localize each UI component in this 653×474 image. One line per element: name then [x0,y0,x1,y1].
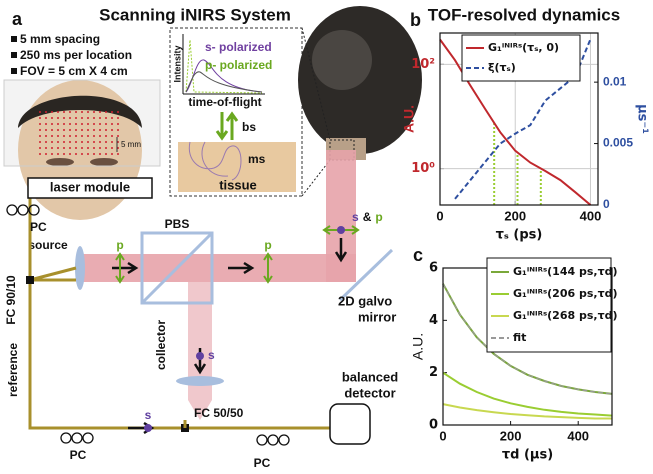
pc-label: PC [30,220,47,234]
zoom-line [302,160,330,196]
x-axis-label: τd (μs) [502,448,553,463]
y-axis-label: A.U. [410,333,426,360]
legend-label: ξ(τₛ) [488,61,516,74]
bullet [11,68,17,74]
detector-label: detector [344,385,395,400]
detector-label: balanced [342,369,398,384]
panel-title: Scanning iNIRS System [99,5,291,24]
x-tick-label: 200 [500,428,522,443]
galvo-label: mirror [358,309,396,324]
s-dot [337,226,345,234]
y-tick-label: 6 [429,261,438,276]
figure: a Scanning iNIRS System 5 mm spacing 250… [0,0,653,474]
x-tick-label: 400 [580,208,602,223]
y-tick-label: 10⁰ [411,161,435,176]
y2-axis-label: μs⁻¹ [635,104,650,134]
lens [75,246,85,290]
x-tick-label: 0 [439,428,446,443]
inset-s-label: s- polarized [205,40,272,54]
x-tick-label: 0 [436,208,443,223]
panel-label: a [12,9,23,29]
collector-label: collector [154,320,168,370]
inset-p-label: p- polarized [205,58,272,72]
inset-bs: bs [242,120,256,134]
inset-tissue: tissue [219,177,257,192]
x-tick-label: 200 [504,208,526,223]
laser-label: laser module [50,179,130,194]
y-tick-label: 0 [429,418,438,433]
scale-label: 5 mm [121,140,141,149]
p-label: p [264,238,271,252]
y-tick-label: 4 [429,313,438,328]
panel-label: b [410,10,421,30]
galvo-label: 2D galvo [338,293,392,308]
y2-tick-label: 0 [603,197,610,211]
fc-label: FC 90/10 [4,275,18,325]
chart-title: TOF-resolved dynamics [428,5,620,24]
head-photo [298,6,422,160]
s-dot [144,424,152,432]
legend-label: G₁ⁱᴺᴵᴿˢ(τₛ, 0) [488,41,559,54]
legend-label: G₁ⁱᴺᴵᴿˢ(268 ps,τd) [513,309,618,322]
p-label: p [116,238,123,252]
detector [330,404,370,444]
coupler [26,276,34,284]
legend-label: G₁ⁱᴺᴵᴿˢ(144 ps,τd) [513,265,618,278]
legend-label: fit [513,331,526,344]
s-label: s [352,210,359,224]
y2-tick-label: 0.01 [603,74,627,88]
fc-label: FC 50/50 [194,406,244,420]
x-axis-label: τₛ (ps) [496,228,543,243]
y2-tick-label: 0.005 [603,136,633,150]
fiber [30,268,76,280]
y-tick-label: 2 [429,365,438,380]
panel-label: c [413,245,423,265]
bullet-text: 5 mm spacing [20,32,100,46]
bullet-text: 250 ms per location [20,48,132,62]
inset-ms: ms [248,152,266,166]
s-dot [196,352,204,360]
bullet [11,36,17,42]
reference-label: reference [6,343,20,397]
inset-y-label: Intensity [172,45,182,82]
x-tick-label: 400 [567,428,589,443]
pc-label: PC [254,456,271,470]
lens [176,376,224,386]
pbs-label: PBS [165,217,190,231]
y-axis-label: A.U. [401,105,417,133]
legend-label: G₁ⁱᴺᴵᴿˢ(206 ps,τd) [513,287,618,300]
bullet [11,52,17,58]
s-and-p: s&p [352,210,383,224]
y-tick-label: 10² [411,57,435,72]
s-label: s [208,348,215,362]
pc-label: PC [70,448,87,462]
inset-x-label: time-of-flight [188,95,261,109]
head-photo [4,80,160,220]
source-label: source [28,238,68,252]
amp: & [363,210,372,224]
bullet-text: FOV = 5 cm X 4 cm [20,64,128,78]
p-label: p [375,210,382,224]
s-label: s [145,408,152,422]
